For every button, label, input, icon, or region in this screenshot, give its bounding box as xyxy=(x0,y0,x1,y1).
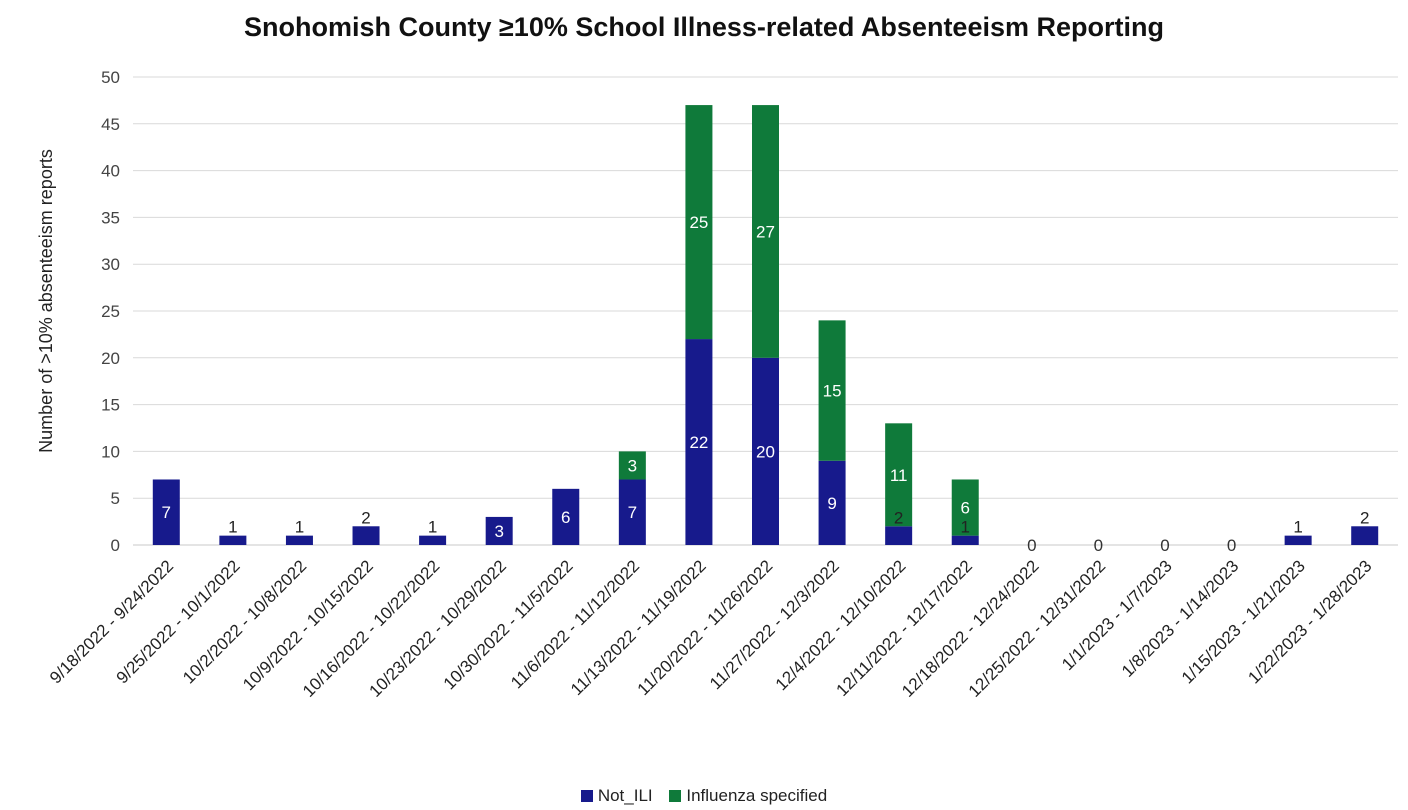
y-tick-label: 40 xyxy=(101,162,120,181)
bar-influenza xyxy=(818,320,846,461)
data-label-not-ili: 6 xyxy=(561,508,570,527)
data-label-influenza: 6 xyxy=(961,499,970,518)
data-label-not-ili: 20 xyxy=(756,442,775,461)
x-tick-label: 10/23/2022 - 10/29/2022 xyxy=(366,556,510,700)
y-tick-label: 10 xyxy=(101,442,120,461)
y-tick-label: 20 xyxy=(101,349,120,368)
data-label-influenza: 3 xyxy=(628,456,637,475)
data-label-influenza: 11 xyxy=(890,466,908,485)
data-label-not-ili: 2 xyxy=(361,508,370,527)
bar-not-ili xyxy=(552,488,580,545)
x-tick-label: 1/22/2023 - 1/28/2023 xyxy=(1244,556,1375,687)
x-tick-label: 9/25/2022 - 10/1/2022 xyxy=(113,556,244,687)
legend-label-influenza: Influenza specified xyxy=(686,786,828,805)
bar-not-ili xyxy=(1284,535,1312,545)
x-tick-label: 11/6/2022 - 11/12/2022 xyxy=(507,556,643,692)
x-tick-label: 10/9/2022 - 10/15/2022 xyxy=(239,556,377,694)
x-tick-label: 10/16/2022 - 10/22/2022 xyxy=(299,556,443,700)
y-tick-label: 5 xyxy=(111,489,120,508)
legend-swatch-not-ili xyxy=(580,790,593,802)
bar-not-ili xyxy=(951,535,979,545)
y-tick-label: 0 xyxy=(111,536,120,555)
x-tick-label: 1/8/2023 - 1/14/2023 xyxy=(1118,556,1242,680)
data-label-influenza: 25 xyxy=(689,213,708,232)
data-label-not-ili: 1 xyxy=(1293,518,1302,537)
data-label-influenza: 15 xyxy=(823,382,842,401)
x-tick-label: 11/13/2022 - 11/19/2022 xyxy=(567,556,710,699)
x-tick-label: 1/15/2023 - 1/21/2023 xyxy=(1178,556,1309,687)
x-tick-label: 12/18/2022 - 12/24/2022 xyxy=(898,556,1042,700)
legend-item-influenza: Influenza specified xyxy=(669,786,827,806)
data-label-zero: 0 xyxy=(1160,536,1169,555)
y-tick-label: 50 xyxy=(101,68,120,87)
data-label-not-ili: 1 xyxy=(228,518,237,537)
x-tick-label: 9/18/2022 - 9/24/2022 xyxy=(46,556,177,687)
data-label-zero: 0 xyxy=(1094,536,1103,555)
x-tick-label: 10/2/2022 - 10/8/2022 xyxy=(179,556,310,687)
bar-not-ili xyxy=(752,357,779,545)
bar-influenza xyxy=(685,105,713,340)
bar-not-ili xyxy=(485,516,513,545)
bar-not-ili xyxy=(419,535,447,545)
x-tick-label: 12/11/2022 - 12/17/2022 xyxy=(833,556,977,700)
bar-not-ili xyxy=(885,526,913,545)
legend-item-not-ili: Not_ILI xyxy=(580,786,653,806)
bar-not-ili xyxy=(219,535,247,545)
data-label-influenza: 27 xyxy=(756,222,775,241)
bar-influenza xyxy=(618,451,646,480)
bar-not-ili xyxy=(152,479,180,545)
x-tick-label: 11/20/2022 - 11/26/2022 xyxy=(634,556,777,699)
data-label-not-ili: 7 xyxy=(162,503,171,522)
data-label-not-ili: 9 xyxy=(827,494,836,513)
x-tick-label: 11/27/2022 - 12/3/2022 xyxy=(706,556,843,693)
bar-influenza xyxy=(752,105,779,358)
bar-not-ili xyxy=(818,460,846,545)
x-tick-label: 1/1/2023 - 1/7/2023 xyxy=(1058,556,1176,674)
data-label-not-ili: 1 xyxy=(428,518,437,537)
data-label-zero: 0 xyxy=(1227,536,1236,555)
data-label-zero: 0 xyxy=(1027,536,1036,555)
data-label-not-ili: 1 xyxy=(961,518,970,537)
y-tick-label: 15 xyxy=(101,396,120,415)
chart-title: Snohomish County ≥10% School Illness-rel… xyxy=(244,12,1164,42)
y-axis-label: Number of >10% absenteeism reports xyxy=(36,149,56,453)
data-label-not-ili: 2 xyxy=(1360,508,1369,527)
bar-not-ili xyxy=(618,479,646,545)
y-tick-label: 25 xyxy=(101,302,120,321)
data-label-not-ili: 1 xyxy=(295,518,304,537)
legend-label-not-ili: Not_ILI xyxy=(597,786,653,805)
data-label-not-ili: 7 xyxy=(628,503,637,522)
y-tick-label: 35 xyxy=(101,208,120,227)
y-tick-label: 30 xyxy=(101,255,120,274)
x-tick-label: 12/25/2022 - 12/31/2022 xyxy=(965,556,1109,700)
legend: Not_ILI Influenza specified xyxy=(0,786,1408,807)
x-tick-label: 12/4/2022 - 12/10/2022 xyxy=(772,556,910,694)
data-label-not-ili: 2 xyxy=(894,508,903,527)
bar-not-ili xyxy=(352,526,380,545)
legend-swatch-influenza xyxy=(669,790,682,802)
bar-influenza xyxy=(951,479,979,536)
data-label-not-ili: 3 xyxy=(494,522,503,541)
bar-not-ili xyxy=(285,535,313,545)
bar-influenza xyxy=(885,423,913,527)
data-label-not-ili: 22 xyxy=(689,433,708,452)
x-tick-label: 10/30/2022 - 11/5/2022 xyxy=(440,556,577,693)
bar-not-ili xyxy=(1351,526,1379,545)
y-tick-label: 45 xyxy=(101,115,120,134)
bar-not-ili xyxy=(685,339,713,545)
